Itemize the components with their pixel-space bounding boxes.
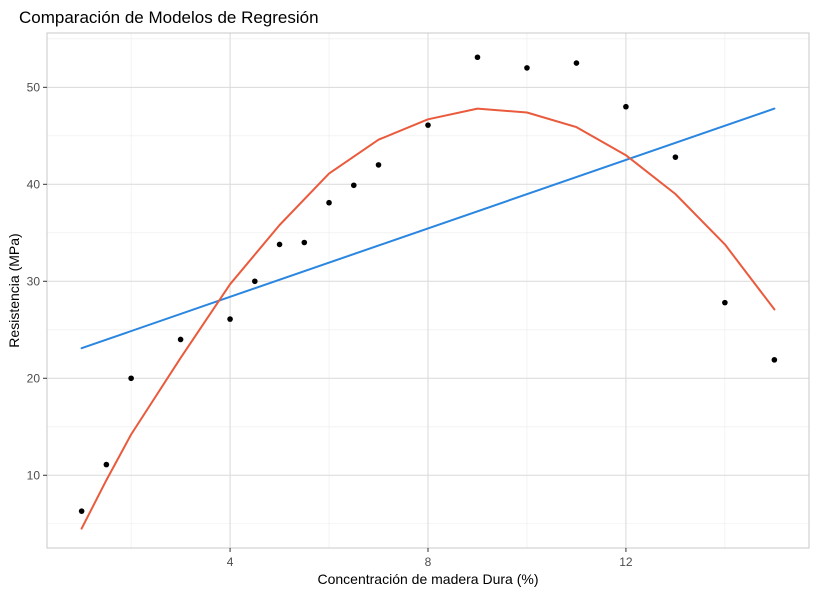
- data-point: [623, 103, 629, 110]
- data-point: [103, 461, 110, 468]
- x-tick-label: 4: [227, 555, 234, 569]
- y-tick-label: 10: [27, 468, 41, 482]
- x-axis-title: Concentración de madera Dura (%): [318, 571, 539, 587]
- data-point: [326, 199, 332, 206]
- x-tick-label: 8: [425, 555, 432, 569]
- y-tick-label: 30: [27, 274, 41, 288]
- data-point: [227, 316, 233, 322]
- data-point: [301, 239, 308, 246]
- data-point: [177, 336, 184, 343]
- data-point: [128, 375, 134, 382]
- data-point: [252, 278, 258, 285]
- data-point: [524, 65, 530, 71]
- x-axis: 4 8 12: [227, 548, 633, 569]
- data-point: [375, 162, 382, 168]
- chart-title: Comparación de Modelos de Regresión: [19, 8, 319, 27]
- grid-major: [47, 33, 809, 548]
- y-axis-title: Resistencia (MPa): [6, 233, 22, 347]
- linear-fit-line: [80, 107, 776, 350]
- data-point: [672, 154, 679, 160]
- data-point: [722, 299, 728, 306]
- data-point: [276, 241, 283, 248]
- y-axis: 10 20 30 40 50: [27, 80, 47, 482]
- points-layer: [78, 54, 778, 514]
- data-point: [425, 122, 431, 128]
- data-point: [573, 60, 580, 66]
- data-point: [474, 54, 481, 61]
- series-layer: [80, 107, 776, 530]
- y-tick-label: 20: [27, 371, 41, 385]
- y-tick-label: 50: [27, 80, 41, 94]
- data-point: [78, 508, 85, 514]
- data-point: [771, 357, 778, 363]
- y-tick-label: 40: [27, 177, 41, 191]
- quadratic-fit-line: [80, 107, 776, 530]
- data-point: [350, 182, 357, 189]
- x-tick-label: 12: [619, 555, 633, 569]
